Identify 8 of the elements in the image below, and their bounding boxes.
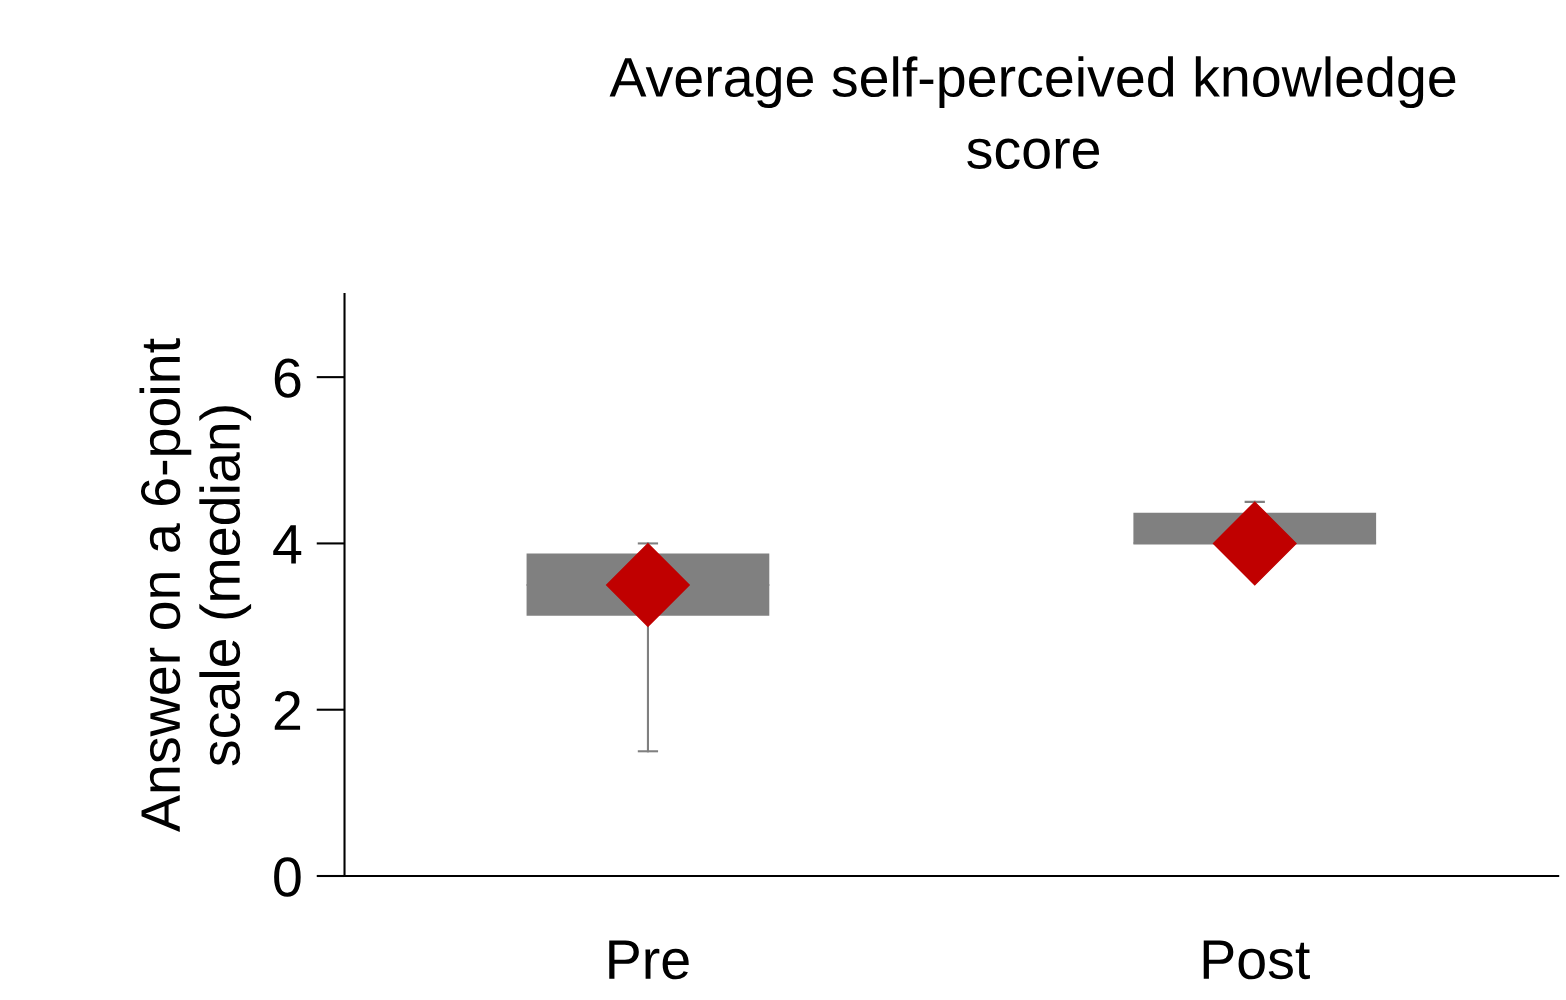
y-tick-label: 2 — [274, 691, 301, 730]
x-tick-label: Post — [1203, 940, 1310, 980]
y-tick-label: 4 — [273, 525, 302, 564]
y-tick-label: 6 — [274, 358, 301, 398]
y-tick-label: 0 — [274, 857, 301, 897]
chart-title: Average self-perceived knowledge score — [609, 56, 1456, 170]
y-axis-title: Answer on a 6-point scale (median) — [139, 338, 252, 832]
x-tick-label: Pre — [609, 940, 689, 980]
